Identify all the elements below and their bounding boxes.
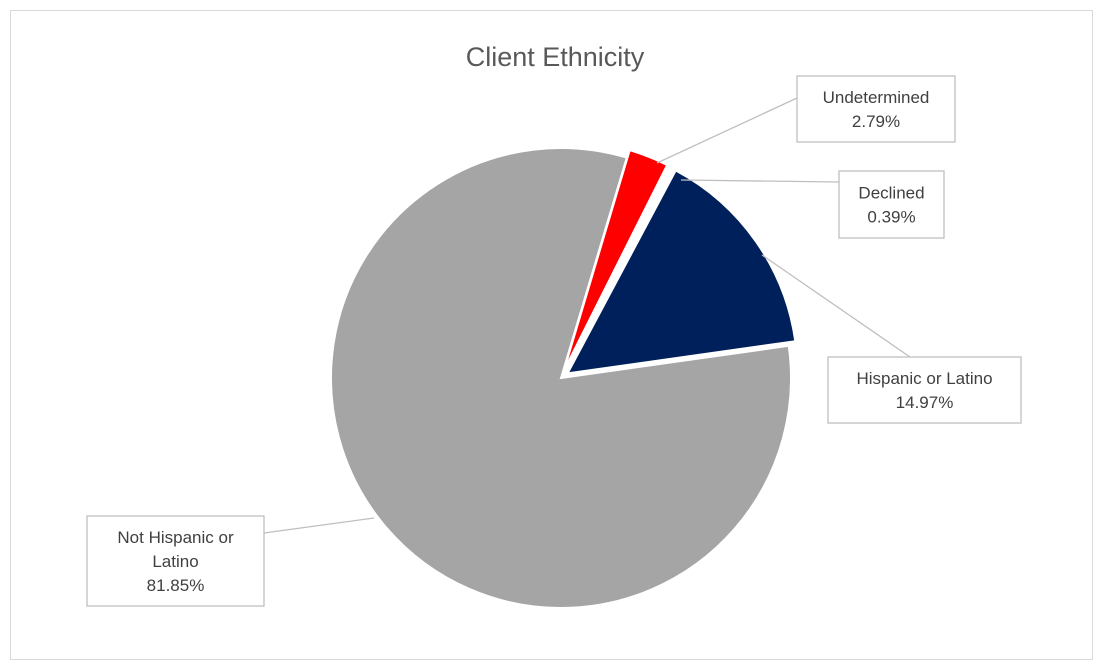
callout-box-not-hispanic-or-latino <box>86 515 265 607</box>
callout-box-declined <box>838 170 945 239</box>
data-label-name-undetermined: Undetermined <box>823 88 930 107</box>
slice-not-hispanic-or-latino <box>330 147 792 609</box>
callout-box-undetermined <box>796 75 956 143</box>
chart-title: Client Ethnicity <box>466 42 645 72</box>
data-label-name-not-hispanic-or-latino: Not Hispanic or <box>117 528 234 547</box>
leader-line-hispanic-or-latino <box>761 254 911 358</box>
data-labels: Undetermined 2.79% Declined 0.39% Hispanic o… <box>86 75 1022 607</box>
data-label-value-hispanic-or-latino: 14.97% <box>896 393 954 412</box>
leader-line-declined <box>680 179 840 183</box>
leader-line-undetermined <box>656 97 798 164</box>
leader-line-not-hispanic-or-latino <box>263 517 375 534</box>
data-label-name-not-hispanic-or-latino: Latino <box>152 552 198 571</box>
callout-box-hispanic-or-latino <box>827 356 1022 424</box>
leader-lines <box>263 97 911 534</box>
data-label-value-declined: 0.39% <box>867 208 915 227</box>
data-label-name-declined: Declined <box>858 184 924 203</box>
data-label-value-not-hispanic-or-latino: 81.85% <box>147 576 205 595</box>
slice-declined <box>563 164 675 372</box>
data-label-value-undetermined: 2.79% <box>852 112 900 131</box>
data-label-name-hispanic-or-latino: Hispanic or Latino <box>856 369 992 388</box>
pie-slices <box>330 147 797 609</box>
